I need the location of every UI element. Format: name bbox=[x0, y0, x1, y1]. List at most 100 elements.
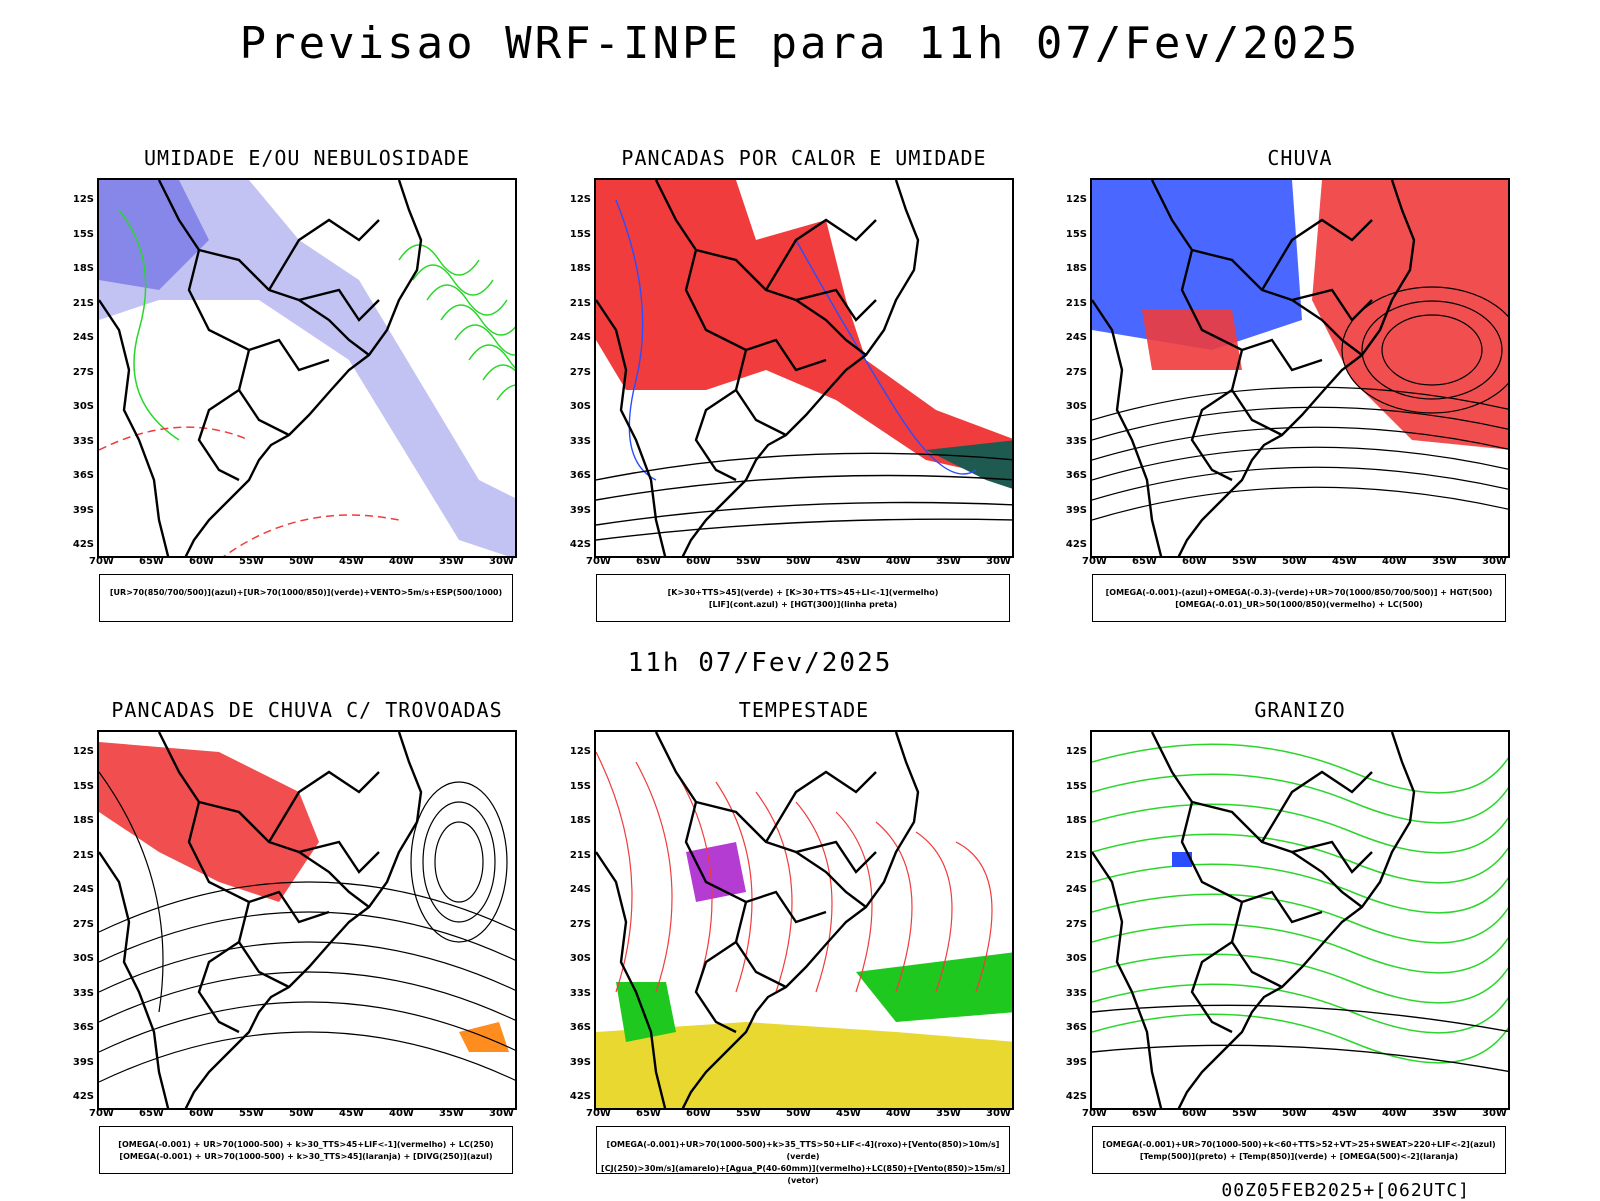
temp850-contour bbox=[1092, 743, 1508, 794]
lat-tick-label: 15S bbox=[569, 228, 591, 240]
lat-tick-label: 27S bbox=[1065, 366, 1087, 378]
streamline bbox=[422, 801, 496, 923]
forecast-map bbox=[1090, 730, 1510, 1110]
streamline bbox=[99, 971, 515, 1023]
lat-tick-label: 30S bbox=[569, 953, 591, 964]
lifted-index-contour bbox=[795, 239, 977, 475]
lat-tick-label: 42S bbox=[569, 1091, 591, 1102]
thickness-contour bbox=[99, 426, 250, 451]
legend-line: [OMEGA(-0.001)+UR>70(1000-500)+k<60+TTS>… bbox=[1102, 1140, 1496, 1149]
hail-fill bbox=[1172, 852, 1192, 867]
severe-fill bbox=[686, 842, 746, 902]
lat-tick-label: 36S bbox=[1065, 1022, 1087, 1033]
lat-tick-label: 30S bbox=[569, 401, 591, 412]
lon-tick-label: 40W bbox=[1382, 1108, 1407, 1119]
lon-tick-label: 45W bbox=[339, 1108, 364, 1119]
country-border bbox=[1291, 851, 1363, 908]
coastline bbox=[681, 732, 920, 1108]
lat-tick-label: 24S bbox=[1065, 884, 1087, 895]
lon-tick-label: 65W bbox=[139, 556, 164, 567]
precip-fill bbox=[1092, 180, 1302, 350]
lon-tick-label: 60W bbox=[1182, 556, 1207, 567]
lat-tick-label: 27S bbox=[72, 918, 94, 930]
lat-tick-label: 36S bbox=[1065, 470, 1087, 481]
precip-fill bbox=[1142, 310, 1242, 370]
temp850-contour bbox=[1092, 953, 1508, 1004]
forecast-map bbox=[97, 178, 517, 558]
humidity-contour bbox=[118, 209, 180, 441]
lon-tick-label: 35W bbox=[936, 1108, 961, 1119]
country-border bbox=[694, 941, 737, 1034]
lat-tick-label: 33S bbox=[72, 435, 94, 447]
thickness-contour bbox=[223, 514, 400, 556]
run-info: 00Z05FEB2025+[062UTC] bbox=[1221, 1180, 1470, 1201]
country-border bbox=[237, 349, 290, 437]
forecast-time-label: 11h 07/Fev/2025 bbox=[627, 648, 893, 678]
coastline bbox=[1092, 299, 1163, 556]
pressure-contour bbox=[1341, 286, 1508, 414]
pressure-contour bbox=[1361, 300, 1503, 400]
country-border bbox=[267, 218, 380, 291]
lon-tick-label: 45W bbox=[836, 556, 861, 567]
lon-tick-label: 50W bbox=[786, 1108, 811, 1119]
legend-line: [OMEGA(-0.001)+UR>70(1000-500)+k>35_TTS>… bbox=[606, 1140, 1000, 1161]
lon-tick-label: 55W bbox=[1232, 556, 1257, 567]
country-border bbox=[795, 851, 867, 908]
precip-fill bbox=[1312, 180, 1508, 450]
lon-tick-label: 65W bbox=[1132, 1108, 1157, 1119]
wind-fill bbox=[616, 982, 676, 1042]
legend-line: [OMEGA(-0.001) + UR>70(1000-500) + k>30_… bbox=[119, 1152, 493, 1161]
lat-tick-label: 12S bbox=[72, 194, 94, 205]
lon-tick-label: 70W bbox=[1082, 556, 1107, 567]
lat-tick-label: 39S bbox=[72, 1056, 94, 1068]
country-border bbox=[298, 851, 370, 908]
lat-tick-label: 27S bbox=[569, 366, 591, 378]
panel-title: PANCADAS DE CHUVA C/ TROVOADAS bbox=[111, 698, 503, 722]
lon-tick-label: 55W bbox=[239, 556, 264, 567]
lon-tick-label: 35W bbox=[439, 556, 464, 567]
lat-tick-label: 24S bbox=[72, 884, 94, 895]
lat-tick-label: 18S bbox=[569, 815, 591, 826]
forecast-map bbox=[594, 730, 1014, 1110]
streamline bbox=[99, 1001, 515, 1053]
country-border bbox=[734, 349, 787, 437]
height-contour bbox=[596, 452, 1012, 481]
lat-tick-label: 12S bbox=[72, 746, 94, 757]
lon-tick-label: 40W bbox=[886, 1108, 911, 1119]
coastline bbox=[99, 299, 170, 556]
streamline bbox=[1092, 426, 1508, 461]
lon-tick-label: 45W bbox=[1332, 1108, 1357, 1119]
pressure-contour bbox=[1381, 314, 1483, 386]
lat-tick-label: 24S bbox=[569, 884, 591, 895]
panel-title: TEMPESTADE bbox=[738, 698, 870, 722]
legend-line: [OMEGA(-0.01)_UR>50(1000/850)(vermelho) … bbox=[1175, 600, 1423, 609]
lon-tick-label: 60W bbox=[189, 1108, 214, 1119]
country-border bbox=[764, 218, 877, 291]
lon-tick-label: 70W bbox=[1082, 1108, 1107, 1119]
lon-tick-label: 65W bbox=[636, 556, 661, 567]
panel-title: PANCADAS POR CALOR E UMIDADE bbox=[621, 146, 987, 170]
lat-tick-label: 15S bbox=[72, 780, 94, 792]
storm-fill bbox=[99, 742, 319, 902]
panel-title: UMIDADE E/OU NEBULOSIDADE bbox=[143, 146, 471, 170]
lat-tick-label: 18S bbox=[1065, 815, 1087, 826]
lat-tick-label: 12S bbox=[1065, 194, 1087, 205]
temp850-contour bbox=[1092, 1013, 1508, 1064]
lon-tick-label: 60W bbox=[686, 1108, 711, 1119]
streamline bbox=[99, 881, 515, 933]
legend-line: [K>30+TTS>45](verde) + [K>30+TTS>45+LI<-… bbox=[667, 588, 939, 597]
country-border bbox=[734, 901, 787, 989]
lat-tick-label: 18S bbox=[569, 263, 591, 274]
lat-tick-label: 24S bbox=[72, 332, 94, 343]
lon-tick-label: 30W bbox=[1482, 1108, 1507, 1119]
streamline bbox=[99, 911, 515, 963]
country-border bbox=[298, 299, 370, 356]
country-border bbox=[1291, 299, 1363, 356]
lon-tick-label: 50W bbox=[1282, 1108, 1307, 1119]
legend-line: [UR>70(850/700/500)](azul)+[UR>70(1000/8… bbox=[109, 588, 503, 597]
lon-tick-label: 65W bbox=[636, 1108, 661, 1119]
lon-tick-label: 40W bbox=[1382, 556, 1407, 567]
lon-tick-label: 35W bbox=[1432, 556, 1457, 567]
lat-tick-label: 39S bbox=[569, 1056, 591, 1068]
lat-tick-label: 30S bbox=[72, 953, 94, 964]
